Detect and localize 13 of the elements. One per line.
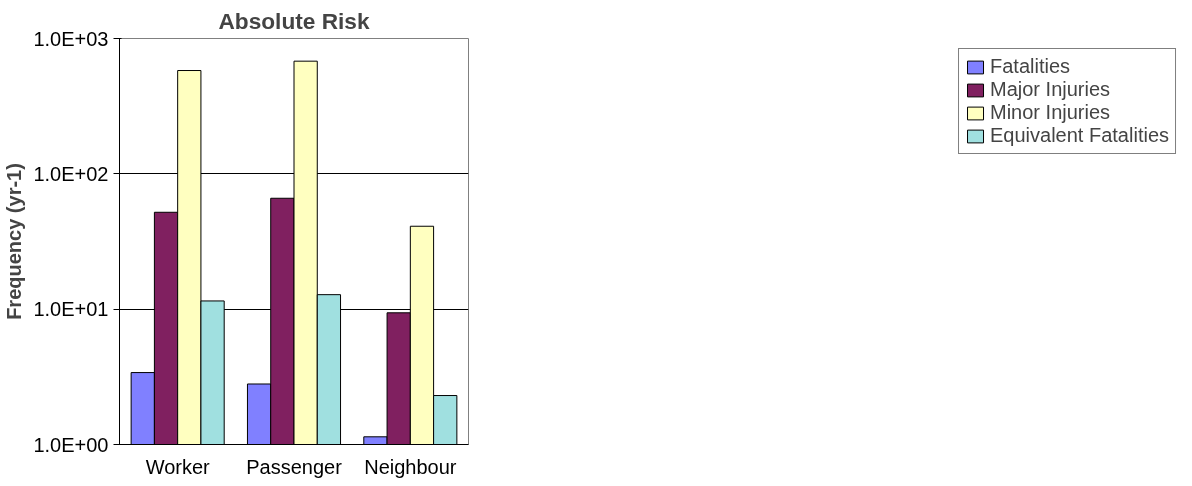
x-tick-label: Passenger <box>246 455 343 478</box>
y-tick-label: 1.0E+01 <box>33 298 109 321</box>
legend-label: Minor Injuries <box>990 101 1111 124</box>
y-tick-label: 1.0E+02 <box>33 162 109 185</box>
legend-label: Major Injuries <box>990 78 1111 101</box>
y-tick-label: 1.0E+03 <box>33 27 109 50</box>
x-tick-label: Worker <box>145 455 211 478</box>
chart-title: Absolute Risk <box>218 7 370 34</box>
legend-label: Fatalities <box>990 55 1071 78</box>
y-axis-title: Frequency (yr-1) <box>3 163 26 320</box>
y-tick-label: 1.0E+00 <box>33 433 109 456</box>
x-tick-label: Neighbour <box>364 455 457 478</box>
legend-label: Equivalent Fatalities <box>990 124 1169 147</box>
